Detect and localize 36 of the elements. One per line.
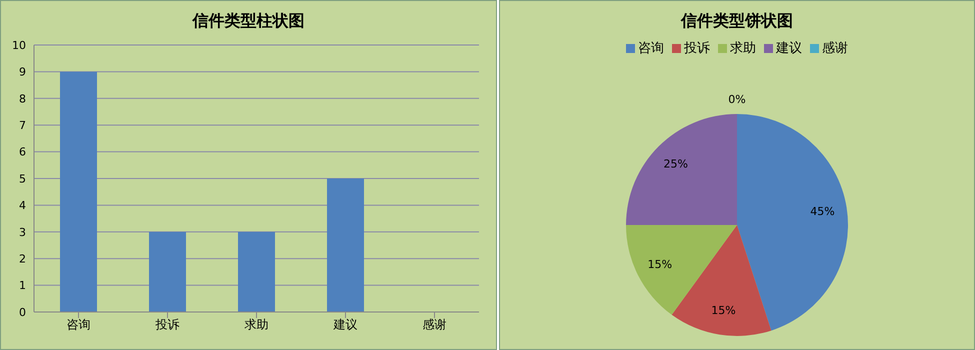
y-tick-label: 8: [19, 92, 26, 106]
text: 0%: [728, 93, 746, 106]
y-tick-label: 1: [19, 279, 26, 292]
pie-slice: [626, 114, 737, 225]
x-tick-label: 感谢: [422, 318, 446, 332]
y-tick-label: 7: [19, 119, 26, 132]
data-label: 15%: [648, 258, 672, 271]
x-tick-label: 建议: [332, 318, 358, 332]
data-label: 25%: [664, 157, 688, 170]
legend-label: 建议: [775, 40, 802, 57]
chart-title: 信件类型饼状图: [680, 11, 794, 32]
data-label: 45%: [810, 204, 835, 218]
y-tick-label: 0: [19, 306, 26, 319]
y-tick-label: 6: [19, 146, 26, 159]
y-tick-label: 10: [12, 38, 26, 52]
legend-label: 感谢: [821, 40, 848, 57]
x-tick-label: 咨询: [66, 318, 90, 332]
y-tick-label: 3: [19, 226, 26, 239]
legend-label: 咨询: [637, 40, 664, 57]
y-tick-label: 5: [19, 172, 26, 186]
legend-label: 投诉: [683, 40, 710, 57]
pie-slice: [672, 225, 772, 336]
y-tick-label: 2: [19, 252, 26, 266]
bar: [149, 232, 186, 312]
pie-slice: [626, 225, 737, 315]
legend-label: 求助: [729, 40, 756, 57]
y-tick-label: 4: [19, 199, 26, 212]
y-tick-label: 9: [19, 66, 26, 79]
pie-slice: [737, 114, 848, 331]
bar: [238, 232, 275, 312]
chart-title: 信件类型柱状图: [191, 11, 306, 32]
x-tick-label: 求助: [244, 318, 268, 332]
x-tick-label: 投诉: [154, 318, 180, 332]
data-label: 15%: [711, 304, 736, 318]
bar: [327, 178, 364, 312]
bar: [60, 72, 97, 312]
